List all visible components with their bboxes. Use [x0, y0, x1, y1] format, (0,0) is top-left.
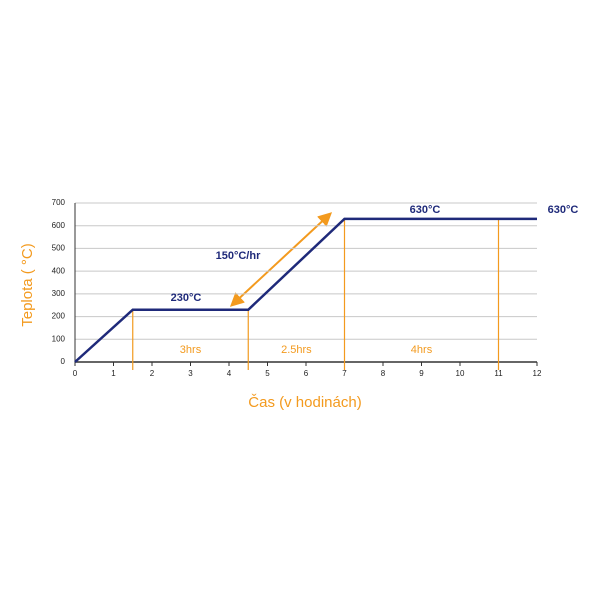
x-tick-label: 0 [73, 369, 78, 378]
x-tick-label: 9 [419, 369, 424, 378]
y-tick-label: 400 [52, 266, 66, 275]
rate-arrow [229, 212, 333, 307]
y-axis-label: Teplota ( °C) [19, 243, 36, 327]
annotation: 630°C [548, 204, 579, 216]
x-tick-label: 12 [533, 369, 542, 378]
y-tick-label: 0 [61, 357, 66, 366]
x-tick-label: 6 [304, 369, 309, 378]
interval-label: 4hrs [411, 344, 433, 356]
annotation: 230°C [171, 292, 202, 304]
x-axis-label: Čas (v hodinách) [248, 394, 361, 411]
x-tick-label: 2 [150, 369, 155, 378]
y-tick-label: 200 [52, 312, 66, 321]
y-tick-label: 300 [52, 289, 66, 298]
x-tick-label: 8 [381, 369, 386, 378]
interval-label: 3hrs [180, 344, 202, 356]
line-series [74, 217, 537, 363]
x-tick-label: 4 [227, 369, 232, 378]
x-tick-label: 10 [456, 369, 465, 378]
y-tick-label: 600 [52, 221, 66, 230]
y-tick-label: 700 [52, 198, 66, 207]
annotation: 150°C/hr [216, 250, 261, 262]
x-tick-label: 7 [342, 369, 347, 378]
x-tick-label: 11 [494, 369, 503, 378]
x-tick-label: 3 [188, 369, 193, 378]
interval-label: 2.5hrs [281, 344, 312, 356]
annotation: 630°C [410, 204, 441, 216]
y-tick-label: 500 [52, 244, 66, 253]
y-tick-label: 100 [52, 334, 66, 343]
x-tick-label: 5 [265, 369, 270, 378]
x-tick-label: 1 [111, 369, 116, 378]
